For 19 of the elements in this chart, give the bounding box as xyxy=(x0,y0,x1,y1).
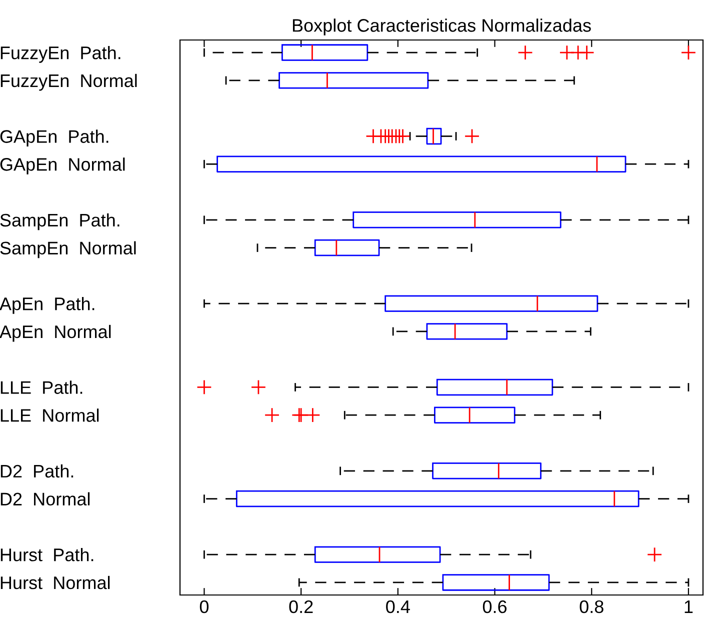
x-tick-label: 1 xyxy=(684,600,693,613)
y-tick-label: D2 Path. xyxy=(0,464,74,478)
x-tick-label: 0 xyxy=(200,600,209,614)
chart-title: Boxplot Caracteristicas Normalizadas xyxy=(292,18,591,36)
y-tick-label: FuzzyEn Path. xyxy=(0,46,120,63)
y-tick-label: GApEn Path. xyxy=(0,130,108,147)
x-tick-label: 0.4 xyxy=(386,600,410,614)
y-tick-label: LLE Path. xyxy=(0,380,82,394)
y-tick-label: LLE Normal xyxy=(0,408,99,422)
y-tick-label: SampEn Normal xyxy=(0,241,136,258)
y-tick-label: GApEn Normal xyxy=(0,158,125,174)
x-tick-label: 0.8 xyxy=(580,600,604,614)
y-tick-label: Hurst Normal xyxy=(0,576,110,590)
y-tick-label: D2 Normal xyxy=(0,492,90,506)
x-tick-label: 0.6 xyxy=(482,600,507,614)
y-tick-label: FuzzyEn Normal xyxy=(0,74,137,91)
y-tick-label: Hurst Path. xyxy=(0,548,94,562)
x-tick-label: 0.2 xyxy=(289,600,313,614)
y-tick-label: SampEn Path. xyxy=(0,213,120,230)
